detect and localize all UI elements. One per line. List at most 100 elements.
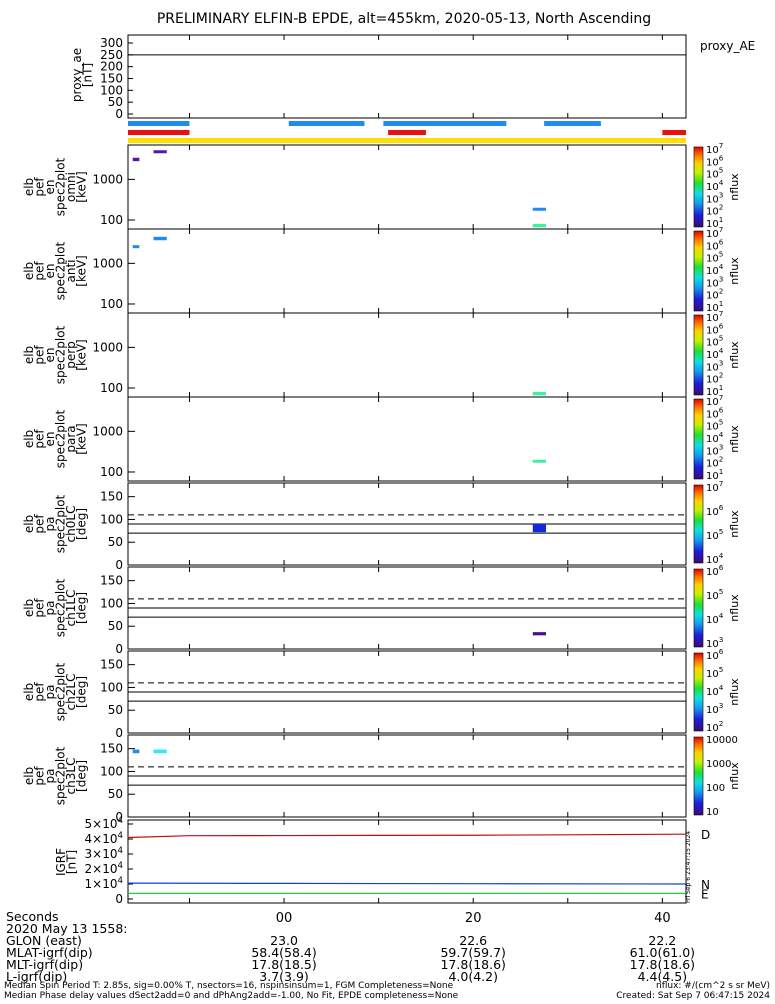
pa-colorbar-tick: 107 [706,479,723,494]
igrf-ytick: 3×104 [85,846,123,861]
proxy-ae-tick: 150 [100,72,123,86]
energy-colorbar-tick: 105 [706,166,723,181]
pa-colorbar-tick: 106 [706,647,724,662]
energy-colorbar-tick: 104 [706,346,724,361]
igrf-side-text: Fri Sep 6 23:47:15 2024 [685,831,692,903]
energy-ylabel-line: pef [32,261,46,281]
igrf-frame [127,819,687,904]
igrf-ytick: 2×104 [85,861,123,876]
pa-ylabel-line: pef [32,598,46,618]
pa-ylabel-line: ch1LC [64,590,78,627]
pa-colorbar-tick: 104 [706,611,724,626]
energy-colorbar-tick: 105 [706,250,723,265]
energy-panel-frame [127,144,687,230]
pa-ylabel-line: spec2plot [53,494,67,553]
energy-ylabel-line: pef [32,177,46,197]
proxy-ae-ylabel: proxy_ae[nT] [70,48,95,102]
pa-ylabel-line: spec2plot [53,662,67,721]
energy-colorbar-tick: 103 [706,190,723,205]
pa-ytick: 100 [100,680,123,694]
energy-colorbar-bar [693,230,704,312]
energy-ylabel-line: para [64,425,78,452]
pa-colorbar-tick: 102 [706,719,723,734]
energy-ytick: 1000 [92,424,123,438]
energy-ylabel-line: spec2plot [53,157,67,216]
energy-colorbar-tick: 107 [706,141,723,156]
plot-title: PRELIMINARY ELFIN-B EPDE, alt=455km, 202… [157,11,651,27]
energy-ylabel-line: elb [22,346,36,364]
science-zone-bar [128,121,190,126]
spectrogram-pixel [132,157,140,162]
science-zone-bar [288,121,365,126]
sunlight-bar [128,130,190,135]
pa-ylabel-line: pa [43,685,57,700]
energy-colorbar-tick: 101 [706,299,723,314]
spectrogram-pixel [132,245,140,249]
pa-ylabel-line: pef [32,514,46,534]
igrf-D-line [127,833,687,839]
energy-colorbar-tick: 106 [706,237,724,252]
proxy-ae-legend: proxy_AE [700,39,755,53]
pa-colorbar-tick: 105 [706,527,723,542]
xaxis-row-value: 58.4(58.4) [251,945,316,960]
spectrogram-pixel [532,524,547,533]
spectrogram-pixel [532,207,547,211]
xaxis-row-value: 22.2 [648,933,676,948]
pa-ylabel-line: pa [43,769,57,784]
energy-ytick: 1000 [92,256,123,270]
xaxis-row-value: 23.0 [270,933,298,948]
energy-colorbar-tick: 102 [706,455,723,470]
igrf-ytick: 0 [115,892,123,906]
energy-colorbar-tick: 106 [706,321,724,336]
spectrogram-pixel [153,150,167,154]
energy-colorbar-tick: 103 [706,274,723,289]
pa-colorbar-tick: 104 [706,551,724,566]
pa-ytick: 150 [100,742,123,756]
energy-ytick: 1000 [92,172,123,186]
pa-ylabel-line: pa [43,601,57,616]
spectrogram-pixel [132,749,140,754]
x-tick-label: 20 [465,911,482,926]
pa-ylabel-line: [deg] [74,508,88,540]
energy-colorbar-tick: 103 [706,358,723,373]
pa-ytick: 50 [108,535,123,549]
igrf-legend-N: N [701,878,710,892]
pa-ylabel-line: spec2plot [53,578,67,637]
pa-ylabel-line: [deg] [74,760,88,792]
pa-colorbar-tick: 103 [706,635,723,650]
igrf-legend-E: E [701,887,709,901]
proxy-ae-tick: 300 [100,36,123,50]
footer-created: Created: Sat Sep 7 06:47:15 2024 [616,991,770,1000]
energy-ylabel-line: en [43,348,57,363]
igrf-ytick: 1×104 [85,876,123,891]
proxy-ae-tick: 100 [100,83,123,97]
energy-ytick: 100 [100,465,123,479]
energy-colorbar-tick: 104 [706,178,724,193]
pa-ylabel-line: ch0LC [64,506,78,543]
energy-ytick: 1000 [92,340,123,354]
pa-ytick: 150 [100,490,123,504]
xaxis-row-value: 22.6 [459,933,487,948]
xaxis-row-value: 4.4(4.5) [638,969,688,984]
xaxis-row-label: L-igrf(dip) [6,969,67,984]
energy-colorbar-tick: 107 [706,309,723,324]
energy-ytick: 100 [100,213,123,227]
footer-nflux-units: nflux: #/(cm^2 s sr MeV) [656,981,770,991]
energy-ylabel-line: pef [32,429,46,449]
pa-ytick: 100 [100,512,123,526]
xaxis-row-value: 59.7(59.7) [440,945,505,960]
pa-colorbar-bar [693,652,704,732]
energy-colorbar-tick: 106 [706,405,724,420]
pa-colorbar-tick: 10 [706,807,719,818]
pa-ytick: 0 [115,810,123,824]
xaxis-row-value: 61.0(61.0) [630,945,695,960]
pa-ylabel-line: pef [32,766,46,786]
xaxis-row-value: 4.0(4.2) [448,969,498,984]
pa-colorbar-bar [693,736,704,816]
